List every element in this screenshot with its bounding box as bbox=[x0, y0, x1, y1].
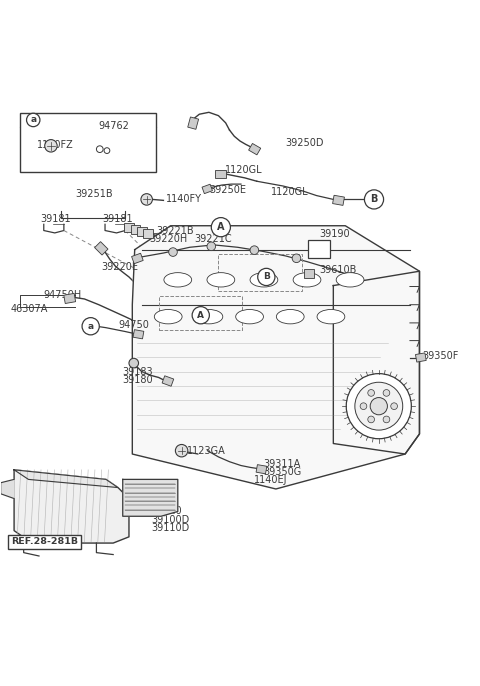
Circle shape bbox=[364, 190, 384, 209]
Polygon shape bbox=[64, 294, 76, 303]
Text: 39220H: 39220H bbox=[149, 234, 187, 244]
Ellipse shape bbox=[236, 309, 264, 324]
Ellipse shape bbox=[207, 272, 235, 287]
Text: REF.28-281B: REF.28-281B bbox=[11, 537, 78, 546]
Polygon shape bbox=[162, 376, 174, 386]
Polygon shape bbox=[14, 470, 118, 488]
Ellipse shape bbox=[164, 272, 192, 287]
Circle shape bbox=[45, 139, 57, 152]
Text: 39250D: 39250D bbox=[286, 138, 324, 148]
Circle shape bbox=[370, 398, 387, 415]
Text: 1140FY: 1140FY bbox=[166, 194, 202, 204]
Ellipse shape bbox=[317, 309, 345, 324]
Circle shape bbox=[258, 268, 275, 285]
Text: 39610B: 39610B bbox=[319, 265, 356, 275]
Circle shape bbox=[355, 382, 403, 430]
Text: 39350G: 39350G bbox=[263, 466, 301, 477]
Polygon shape bbox=[304, 270, 314, 278]
Circle shape bbox=[368, 390, 374, 397]
Ellipse shape bbox=[155, 309, 182, 324]
Circle shape bbox=[346, 374, 411, 439]
Ellipse shape bbox=[195, 309, 223, 324]
Text: a: a bbox=[88, 322, 94, 331]
Polygon shape bbox=[95, 241, 108, 255]
Circle shape bbox=[207, 242, 216, 250]
Text: A: A bbox=[197, 311, 204, 320]
Text: 39250E: 39250E bbox=[209, 185, 246, 195]
Text: 39221B: 39221B bbox=[156, 226, 194, 235]
Polygon shape bbox=[333, 196, 345, 205]
Polygon shape bbox=[123, 480, 178, 517]
FancyBboxPatch shape bbox=[308, 240, 330, 259]
FancyBboxPatch shape bbox=[8, 535, 81, 549]
Ellipse shape bbox=[276, 309, 304, 324]
Text: 1120GL: 1120GL bbox=[271, 187, 309, 198]
Circle shape bbox=[360, 403, 367, 410]
Text: 39251B: 39251B bbox=[75, 189, 113, 200]
Ellipse shape bbox=[293, 272, 321, 287]
Text: a: a bbox=[30, 115, 36, 124]
Polygon shape bbox=[256, 464, 267, 474]
Circle shape bbox=[368, 416, 374, 423]
Text: 39180: 39180 bbox=[123, 375, 154, 386]
Circle shape bbox=[129, 358, 139, 368]
Text: 39100D: 39100D bbox=[152, 514, 190, 525]
Circle shape bbox=[383, 390, 390, 397]
Text: 46307A: 46307A bbox=[10, 305, 48, 314]
Ellipse shape bbox=[250, 272, 278, 287]
Text: 94762: 94762 bbox=[99, 121, 130, 131]
Bar bbox=[137, 227, 147, 236]
Ellipse shape bbox=[336, 272, 364, 287]
Text: B: B bbox=[263, 272, 270, 281]
FancyBboxPatch shape bbox=[20, 113, 156, 172]
Polygon shape bbox=[132, 253, 143, 263]
Text: 1140FZ: 1140FZ bbox=[36, 141, 73, 150]
Circle shape bbox=[250, 246, 259, 255]
Circle shape bbox=[211, 217, 230, 237]
Bar bbox=[124, 224, 134, 232]
Polygon shape bbox=[215, 170, 226, 178]
Circle shape bbox=[175, 445, 188, 457]
Polygon shape bbox=[14, 470, 129, 543]
Text: 1120GL: 1120GL bbox=[225, 165, 262, 175]
Circle shape bbox=[26, 113, 40, 127]
Bar bbox=[144, 229, 153, 238]
Circle shape bbox=[104, 147, 110, 154]
Text: 39110: 39110 bbox=[152, 506, 182, 517]
Text: 1123GA: 1123GA bbox=[187, 446, 226, 456]
Text: 94750H: 94750H bbox=[44, 290, 82, 300]
Text: 39183: 39183 bbox=[123, 367, 154, 377]
Text: 39350F: 39350F bbox=[422, 351, 458, 362]
Circle shape bbox=[168, 248, 177, 257]
Circle shape bbox=[96, 146, 103, 152]
Text: 39311A: 39311A bbox=[263, 459, 300, 469]
Text: A: A bbox=[217, 222, 225, 232]
Circle shape bbox=[391, 403, 397, 410]
Polygon shape bbox=[416, 353, 426, 362]
Circle shape bbox=[383, 416, 390, 423]
Text: 39181: 39181 bbox=[103, 213, 133, 224]
Polygon shape bbox=[202, 185, 213, 193]
Text: B: B bbox=[371, 194, 378, 204]
Text: 39181: 39181 bbox=[40, 213, 71, 224]
Circle shape bbox=[82, 318, 99, 335]
Polygon shape bbox=[188, 117, 199, 130]
Polygon shape bbox=[133, 330, 144, 339]
Polygon shape bbox=[132, 226, 420, 489]
Text: 94750: 94750 bbox=[118, 320, 149, 330]
Circle shape bbox=[292, 254, 301, 263]
Text: 39190: 39190 bbox=[319, 228, 349, 239]
Bar bbox=[131, 225, 141, 234]
Polygon shape bbox=[249, 143, 261, 155]
Text: 39110D: 39110D bbox=[152, 523, 190, 533]
Circle shape bbox=[141, 193, 153, 205]
Circle shape bbox=[192, 307, 209, 324]
Text: 39221C: 39221C bbox=[194, 234, 232, 244]
Polygon shape bbox=[0, 480, 14, 499]
Text: 1140EJ: 1140EJ bbox=[254, 475, 288, 485]
Text: 39220E: 39220E bbox=[101, 262, 138, 272]
